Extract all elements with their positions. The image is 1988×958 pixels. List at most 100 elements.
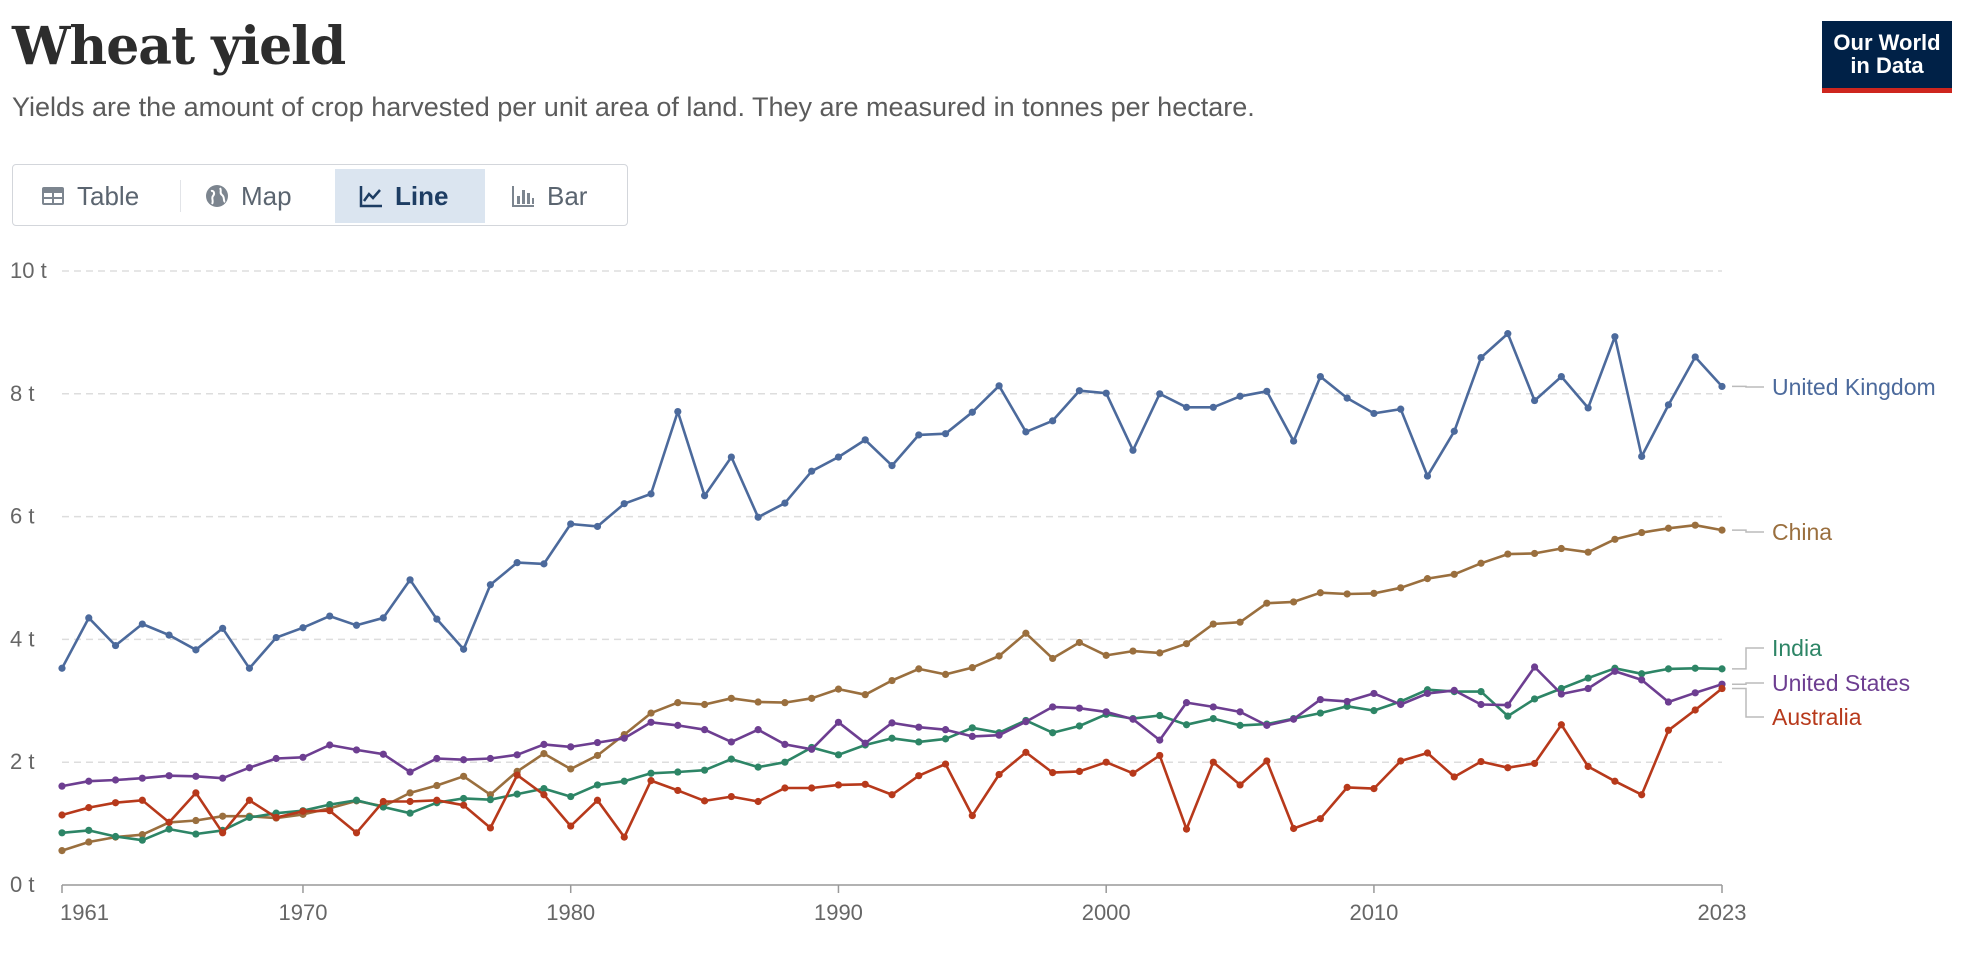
data-point[interactable] bbox=[941, 726, 950, 734]
data-point[interactable] bbox=[192, 646, 200, 654]
data-point[interactable] bbox=[1370, 689, 1378, 698]
data-point[interactable] bbox=[379, 614, 387, 622]
data-point[interactable] bbox=[192, 789, 200, 797]
data-point[interactable] bbox=[1316, 709, 1324, 717]
data-point[interactable] bbox=[326, 612, 334, 620]
data-point[interactable] bbox=[1477, 757, 1485, 766]
data-point[interactable] bbox=[915, 665, 923, 673]
data-point[interactable] bbox=[834, 781, 843, 789]
data-point[interactable] bbox=[781, 699, 789, 707]
data-point[interactable] bbox=[1290, 437, 1298, 445]
data-point[interactable] bbox=[272, 633, 280, 642]
data-point[interactable] bbox=[1584, 548, 1592, 556]
data-point[interactable] bbox=[968, 408, 976, 416]
data-point[interactable] bbox=[1370, 785, 1378, 793]
data-point[interactable] bbox=[540, 750, 548, 758]
data-point[interactable] bbox=[647, 777, 655, 785]
data-point[interactable] bbox=[915, 723, 923, 731]
data-point[interactable] bbox=[1718, 684, 1726, 693]
data-point[interactable] bbox=[754, 698, 762, 706]
data-point[interactable] bbox=[888, 734, 896, 742]
data-point[interactable] bbox=[85, 826, 93, 834]
data-point[interactable] bbox=[58, 811, 66, 819]
data-point[interactable] bbox=[1450, 570, 1458, 578]
data-point[interactable] bbox=[1664, 726, 1673, 734]
data-point[interactable] bbox=[1343, 590, 1351, 598]
data-point[interactable] bbox=[1477, 353, 1485, 362]
data-point[interactable] bbox=[1691, 689, 1699, 697]
data-point[interactable] bbox=[219, 829, 227, 837]
data-point[interactable] bbox=[727, 453, 735, 461]
data-point[interactable] bbox=[754, 763, 762, 771]
data-point[interactable] bbox=[1236, 781, 1244, 789]
data-point[interactable] bbox=[834, 751, 843, 759]
data-point[interactable] bbox=[1022, 748, 1030, 756]
data-point[interactable] bbox=[1397, 700, 1405, 709]
data-point[interactable] bbox=[781, 758, 789, 766]
data-point[interactable] bbox=[1316, 695, 1324, 704]
data-point[interactable] bbox=[1638, 452, 1646, 461]
tab-line[interactable]: Line bbox=[335, 169, 485, 223]
data-point[interactable] bbox=[1397, 584, 1405, 592]
data-point[interactable] bbox=[192, 830, 200, 838]
data-point[interactable] bbox=[85, 777, 93, 785]
data-point[interactable] bbox=[165, 825, 173, 833]
data-point[interactable] bbox=[727, 738, 735, 746]
data-point[interactable] bbox=[1504, 764, 1512, 772]
data-point[interactable] bbox=[781, 740, 789, 748]
data-point[interactable] bbox=[727, 792, 735, 801]
data-point[interactable] bbox=[406, 789, 414, 797]
data-point[interactable] bbox=[995, 382, 1003, 390]
data-point[interactable] bbox=[245, 664, 254, 672]
data-point[interactable] bbox=[1102, 651, 1110, 659]
data-point[interactable] bbox=[433, 796, 441, 804]
data-point[interactable] bbox=[1504, 330, 1512, 338]
data-point[interactable] bbox=[433, 754, 441, 763]
data-point[interactable] bbox=[1316, 589, 1324, 597]
data-point[interactable] bbox=[1370, 707, 1378, 715]
data-point[interactable] bbox=[888, 719, 896, 727]
data-point[interactable] bbox=[1156, 736, 1164, 744]
data-point[interactable] bbox=[674, 721, 682, 729]
data-point[interactable] bbox=[326, 807, 334, 815]
data-point[interactable] bbox=[192, 816, 200, 825]
data-point[interactable] bbox=[647, 490, 655, 498]
data-point[interactable] bbox=[861, 739, 869, 747]
data-point[interactable] bbox=[968, 732, 976, 741]
data-point[interactable] bbox=[379, 797, 387, 806]
data-point[interactable] bbox=[1450, 773, 1458, 781]
data-point[interactable] bbox=[1477, 700, 1485, 709]
data-point[interactable] bbox=[888, 676, 896, 685]
data-point[interactable] bbox=[352, 796, 361, 804]
data-point[interactable] bbox=[326, 800, 334, 809]
data-point[interactable] bbox=[727, 694, 735, 702]
data-point[interactable] bbox=[460, 794, 468, 803]
data-point[interactable] bbox=[111, 776, 120, 784]
data-point[interactable] bbox=[1370, 409, 1378, 418]
data-point[interactable] bbox=[968, 724, 976, 732]
data-point[interactable] bbox=[1530, 695, 1539, 703]
data-point[interactable] bbox=[1584, 404, 1592, 412]
data-point[interactable] bbox=[138, 796, 146, 804]
data-point[interactable] bbox=[995, 770, 1003, 779]
data-point[interactable] bbox=[1075, 722, 1084, 730]
data-point[interactable] bbox=[941, 430, 950, 438]
data-point[interactable] bbox=[1049, 417, 1057, 425]
series-label[interactable]: United States bbox=[1772, 670, 1910, 696]
data-point[interactable] bbox=[834, 685, 843, 693]
data-point[interactable] bbox=[1504, 701, 1512, 709]
data-point[interactable] bbox=[1156, 711, 1164, 720]
data-point[interactable] bbox=[647, 709, 655, 717]
data-point[interactable] bbox=[1049, 769, 1057, 777]
data-point[interactable] bbox=[1182, 403, 1191, 411]
data-point[interactable] bbox=[620, 734, 628, 742]
data-point[interactable] bbox=[58, 782, 66, 790]
data-point[interactable] bbox=[727, 755, 735, 763]
series-label[interactable]: China bbox=[1772, 519, 1832, 545]
data-point[interactable] bbox=[58, 829, 66, 837]
data-point[interactable] bbox=[406, 809, 414, 817]
data-point[interactable] bbox=[85, 804, 93, 812]
data-point[interactable] bbox=[834, 718, 843, 726]
data-point[interactable] bbox=[1397, 405, 1405, 413]
data-point[interactable] bbox=[1209, 715, 1217, 723]
